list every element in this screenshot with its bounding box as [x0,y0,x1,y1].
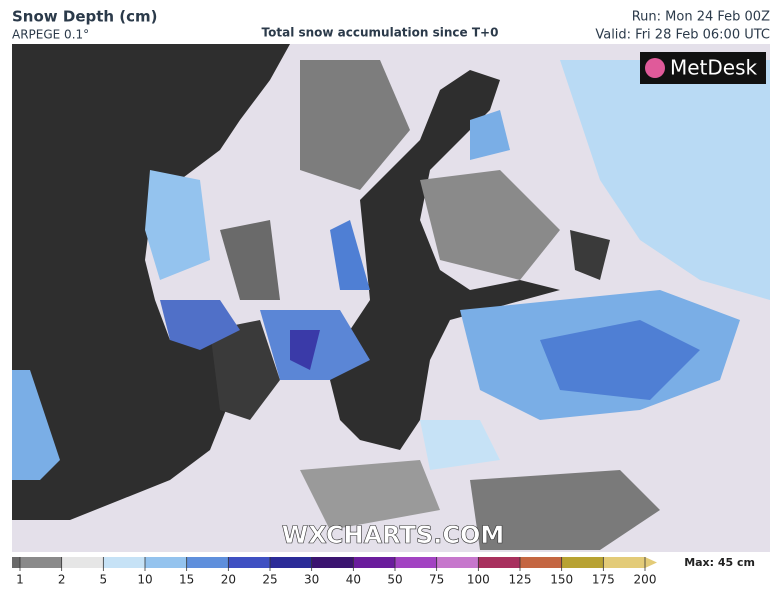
legend-label: 200 [634,573,657,587]
subtitle: Total snow accumulation since T+0 [262,26,499,40]
legend-swatch [103,557,145,568]
watermark: WXCHARTS.COM [282,521,504,549]
legend-label: 15 [179,573,194,587]
legend-label: 75 [429,573,444,587]
title: Snow Depth (cm) [12,8,158,26]
legend-swatch [395,557,437,568]
model: ARPEGE 0.1° [12,28,89,42]
legend-swatch [436,557,479,568]
legend-swatch [20,557,62,568]
legend-swatch [228,557,270,568]
legend-label: 50 [387,573,402,587]
legend-label: 1 [16,573,24,587]
legend-swatch [186,557,229,568]
run: Run: Mon 24 Feb 00Z [632,10,770,25]
legend-swatch [520,557,562,568]
legend-swatch [270,557,312,568]
legend-label: 10 [137,573,152,587]
logo-icon [645,58,665,78]
legend-swatch [12,557,20,568]
legend-label: 175 [592,573,615,587]
legend-label: 125 [509,573,532,587]
legend-swatch [61,557,104,568]
legend-label: 40 [346,573,361,587]
legend-swatch [353,557,395,568]
legend-swatch [603,557,645,568]
legend-label: 20 [221,573,236,587]
legend-label: 100 [467,573,490,587]
legend-label: 30 [304,573,319,587]
legend-label: 2 [58,573,66,587]
logo: MetDesk [670,56,758,80]
legend-label: 5 [100,573,108,587]
legend-label: 150 [550,573,573,587]
legend-swatch [478,557,520,568]
legend-swatch [145,557,187,568]
legend-label: 25 [262,573,277,587]
legend-swatch [561,557,604,568]
valid: Valid: Fri 28 Feb 06:00 UTC [595,28,770,43]
map [12,44,770,552]
legend-max: Max: 45 cm [684,556,755,569]
legend-arrow [645,557,657,568]
legend-swatch [311,557,354,568]
